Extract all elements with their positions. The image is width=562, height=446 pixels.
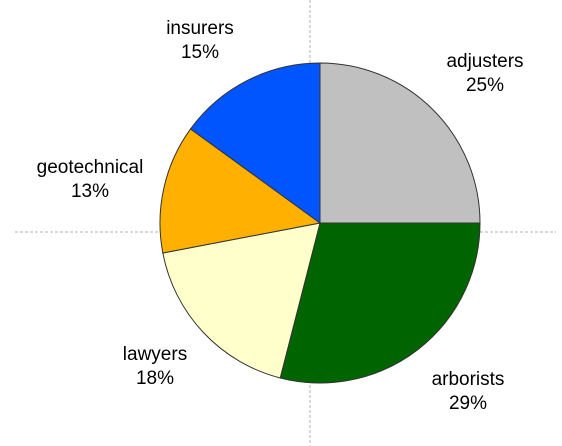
slice-name-adjusters: adjusters bbox=[446, 51, 524, 72]
slice-label-insurers: insurers 15% bbox=[145, 17, 255, 65]
slice-percent-geotechnical: 13% bbox=[70, 181, 110, 202]
pie-slice-adjusters bbox=[319, 62, 481, 224]
slice-name-lawyers: lawyers bbox=[122, 344, 188, 365]
slice-label-geotechnical: geotechnical 13% bbox=[20, 156, 160, 204]
pie-slice-insurers bbox=[189, 62, 321, 224]
slice-percent-lawyers: 18% bbox=[135, 368, 175, 389]
pie-slice-lawyers bbox=[162, 222, 321, 379]
slice-name-insurers: insurers bbox=[166, 18, 234, 39]
slice-percent-insurers: 15% bbox=[180, 42, 220, 63]
slice-label-arborists: arborists 29% bbox=[413, 368, 523, 416]
slice-name-geotechnical: geotechnical bbox=[36, 157, 144, 178]
pie-slice-arborists bbox=[279, 222, 481, 384]
slice-percent-arborists: 29% bbox=[448, 393, 488, 414]
pie-slice-geotechnical bbox=[159, 128, 322, 254]
slice-percent-adjusters: 25% bbox=[465, 75, 505, 96]
slice-label-lawyers: lawyers 18% bbox=[100, 343, 210, 391]
slice-label-adjusters: adjusters 25% bbox=[430, 50, 540, 98]
slice-name-arborists: arborists bbox=[431, 369, 505, 390]
